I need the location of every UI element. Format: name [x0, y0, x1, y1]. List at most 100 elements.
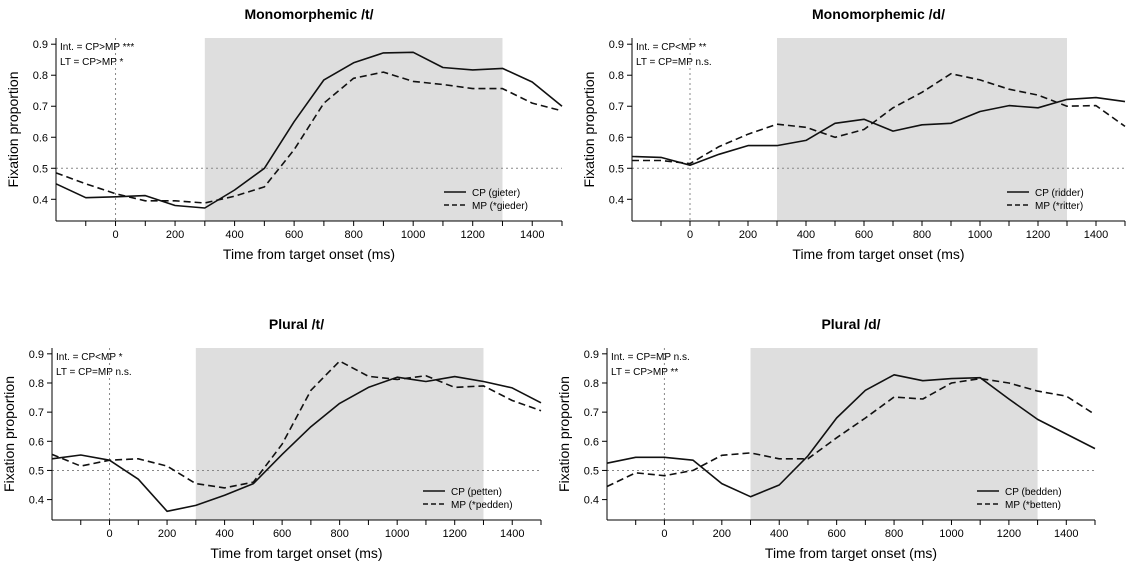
x-tick-label: 200 [739, 229, 757, 241]
series-line-cp [51, 375, 542, 513]
x-tick-label: 400 [225, 229, 243, 241]
y-tick-label: 0.6 [609, 132, 624, 144]
x-tick-label: 200 [166, 229, 184, 241]
x-axis-label: Time from target onset (ms) [223, 246, 395, 262]
y-tick-label: 0.7 [609, 101, 624, 113]
legend-label: MP (*ritter) [1035, 201, 1083, 212]
chart-panel-1: 0 200 400 600 800 1000 1200 1400 0.4 0.5 0.6 0.7 0.8… [5, 6, 563, 262]
chart-panel-3: 0 200 400 600 800 1000 1200 1400 0.4 0.5 0.6 0.7 0.8… [1, 316, 542, 561]
y-axis-label: Fixation proportion [1, 376, 17, 492]
x-tick-label: 600 [273, 528, 291, 540]
series-line-mp [51, 360, 542, 489]
y-tick-label: 0.9 [609, 39, 624, 51]
stats-annotation: Int. = CP<MP ** [636, 42, 707, 53]
x-tick-label: 0 [112, 229, 118, 241]
x-tick-label: 1000 [401, 229, 425, 241]
y-axis-label: Fixation proportion [581, 72, 597, 188]
legend-label: CP (petten) [451, 487, 502, 498]
series-line-mp [55, 71, 563, 204]
x-tick-label: 0 [106, 528, 112, 540]
legend-label: MP (*betten) [1005, 500, 1061, 511]
x-axis-label: Time from target onset (ms) [765, 545, 937, 561]
chart-title: Monomorphemic /t/ [244, 6, 373, 22]
y-tick-label: 0.7 [33, 101, 48, 113]
x-tick-label: 400 [797, 229, 815, 241]
x-axis-label: Time from target onset (ms) [210, 545, 382, 561]
y-tick-label: 0.9 [33, 39, 48, 51]
y-tick-label: 0.7 [29, 407, 44, 419]
x-tick-label: 200 [158, 528, 176, 540]
series-line-mp [632, 72, 1126, 165]
shaded-region [750, 348, 1038, 520]
x-tick-label: 1200 [460, 229, 484, 241]
chart-panel-2: 0 200 400 600 800 1000 1200 1400 0.4 0.5 0.6 0.7 0.8… [581, 6, 1126, 262]
stats-annotation: LT = CP=MP n.s. [56, 367, 132, 378]
x-tick-label: 1000 [385, 528, 409, 540]
x-tick-label: 1200 [997, 528, 1021, 540]
y-tick-label: 0.4 [29, 495, 44, 507]
y-tick-label: 0.7 [584, 407, 599, 419]
y-tick-label: 0.8 [29, 378, 44, 390]
y-tick-label: 0.6 [29, 436, 44, 448]
y-axis-label: Fixation proportion [5, 72, 21, 188]
y-tick-label: 0.8 [33, 70, 48, 82]
y-tick-label: 0.5 [29, 465, 44, 477]
x-tick-label: 1000 [939, 528, 963, 540]
y-tick-label: 0.8 [609, 70, 624, 82]
chart-title: Monomorphemic /d/ [812, 6, 945, 22]
y-tick-label: 0.5 [609, 163, 624, 175]
y-tick-label: 0.9 [29, 349, 44, 361]
series-line-cp [55, 51, 563, 209]
y-tick-label: 0.5 [33, 163, 48, 175]
x-tick-label: 800 [344, 229, 362, 241]
x-tick-label: 1400 [520, 229, 544, 241]
legend-label: CP (ridder) [1035, 188, 1084, 199]
x-tick-label: 600 [827, 528, 845, 540]
x-tick-label: 600 [855, 229, 873, 241]
x-tick-label: 1200 [442, 528, 466, 540]
shaded-region [777, 38, 1067, 221]
legend-label: CP (bedden) [1005, 487, 1062, 498]
legend-label: MP (*gieder) [472, 201, 528, 212]
y-tick-label: 0.4 [609, 194, 624, 206]
x-tick-label: 200 [713, 528, 731, 540]
stats-annotation: LT = CP=MP n.s. [636, 57, 712, 68]
x-tick-label: 800 [330, 528, 348, 540]
x-tick-label: 1400 [1084, 229, 1108, 241]
stats-annotation: LT = CP>MP * [60, 57, 123, 68]
stats-annotation: Int. = CP=MP n.s. [611, 352, 690, 363]
y-tick-label: 0.9 [584, 349, 599, 361]
x-tick-label: 400 [770, 528, 788, 540]
y-tick-label: 0.6 [584, 436, 599, 448]
series-line-cp [631, 96, 1126, 166]
y-axis-label: Fixation proportion [556, 376, 572, 492]
x-tick-label: 1200 [1026, 229, 1050, 241]
x-tick-label: 1400 [1054, 528, 1078, 540]
legend-label: MP (*pedden) [451, 500, 513, 511]
y-tick-label: 0.8 [584, 378, 599, 390]
x-axis-label: Time from target onset (ms) [792, 246, 964, 262]
shaded-region [195, 348, 484, 520]
x-tick-label: 0 [661, 528, 667, 540]
chart-title: Plural /d/ [821, 316, 880, 332]
y-tick-label: 0.4 [33, 194, 48, 206]
x-tick-label: 800 [913, 229, 931, 241]
x-tick-label: 0 [687, 229, 693, 241]
x-tick-label: 800 [885, 528, 903, 540]
stats-annotation: Int. = CP>MP *** [60, 42, 134, 53]
legend-label: CP (gieter) [472, 188, 520, 199]
y-tick-label: 0.5 [584, 465, 599, 477]
stats-annotation: Int. = CP<MP * [56, 352, 123, 363]
shaded-region [204, 38, 503, 221]
x-tick-label: 600 [285, 229, 303, 241]
stats-annotation: LT = CP>MP ** [611, 367, 678, 378]
chart-panel-4: 0 200 400 600 800 1000 1200 1400 0.4 0.5 0.6 0.7 0.8… [556, 316, 1096, 561]
x-tick-label: 1400 [500, 528, 524, 540]
x-tick-label: 1000 [968, 229, 992, 241]
series-line-cp [606, 373, 1096, 498]
y-tick-label: 0.6 [33, 132, 48, 144]
x-tick-label: 400 [215, 528, 233, 540]
chart-title: Plural /t/ [269, 316, 324, 332]
y-tick-label: 0.4 [584, 495, 599, 507]
